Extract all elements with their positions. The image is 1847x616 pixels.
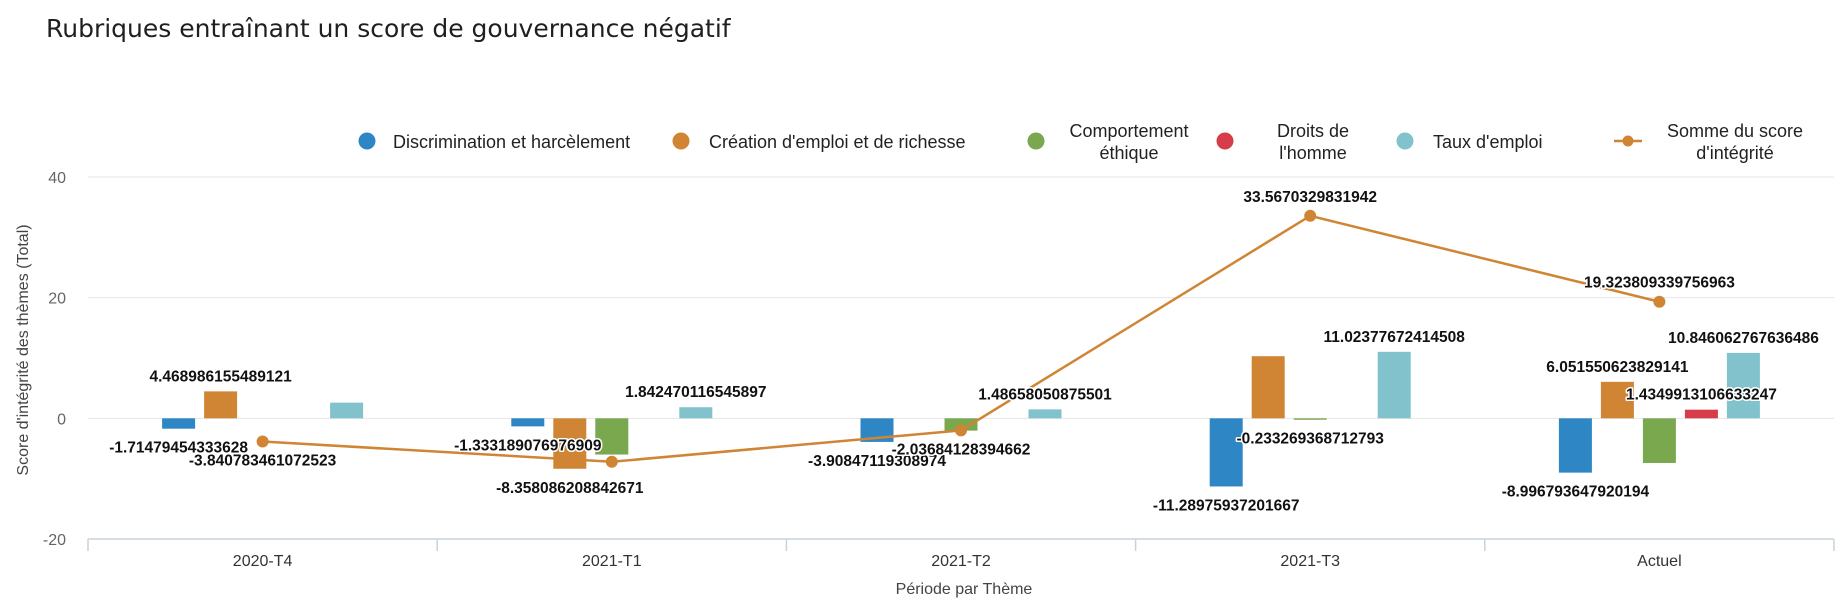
bar — [1726, 352, 1760, 419]
y-tick-label: 0 — [57, 411, 66, 428]
bar — [679, 407, 713, 419]
data-label: -8.358086208842671 — [496, 480, 644, 497]
legend-label: Droits de — [1277, 121, 1349, 141]
bar — [1558, 418, 1592, 473]
data-label: -11.28975937201667 — [1153, 497, 1300, 514]
legend-item: Droits del'homme — [1216, 121, 1349, 163]
bar — [1251, 356, 1285, 419]
bar — [595, 418, 629, 455]
chart-title: Rubriques entraînant un score de gouvern… — [46, 14, 731, 43]
legend-label: Somme du score — [1667, 121, 1803, 141]
bar — [511, 418, 545, 427]
bar — [162, 418, 196, 429]
x-axis-title: Période par Thème — [896, 581, 1033, 598]
bar — [1600, 381, 1634, 419]
data-label: -3.90847119308974 — [808, 453, 946, 470]
y-tick-labels: -20 0 20 40 — [43, 170, 66, 549]
bar — [1293, 418, 1327, 420]
legend-item: Création d'emploi et de richesse — [672, 132, 966, 152]
data-label: -3.840783461072523 — [189, 453, 337, 470]
data-label: 1.842470116545897 — [625, 384, 766, 401]
x-tick-label: 2021-T2 — [931, 553, 991, 570]
grid-lines — [88, 176, 1834, 419]
sum-line-point — [955, 424, 967, 437]
data-label: 6.051550623829141 — [1546, 359, 1689, 376]
legend-label: l'homme — [1279, 143, 1346, 163]
y-tick-label: 20 — [48, 291, 66, 308]
data-label: -1.333189076976909 — [454, 437, 602, 454]
data-labels: -1.71479454333628 -1.333189076976909 -3.90… — [108, 187, 1821, 516]
legend-marker-icon — [358, 132, 376, 150]
bar — [330, 402, 364, 419]
data-label: 1.4349913106633247 — [1626, 387, 1777, 404]
bar — [1377, 351, 1411, 419]
data-label: -2.03684128394662 — [892, 442, 1031, 459]
sum-line-point — [1304, 209, 1317, 222]
data-label: 10.846062767636486 — [1668, 330, 1819, 347]
x-tick-label: 2021-T3 — [1280, 553, 1340, 570]
legend-label: éthique — [1099, 143, 1158, 163]
bars — [162, 351, 1760, 487]
bar — [1028, 409, 1062, 419]
x-tick-label: Actuel — [1637, 553, 1681, 570]
legend-label: Comportement — [1069, 121, 1188, 141]
y-tick-label: 40 — [48, 170, 66, 187]
y-tick-label: -20 — [43, 532, 66, 549]
legend: Discrimination et harcèlement Création d'… — [358, 121, 1803, 163]
data-label: 33.5670329831942 — [1243, 189, 1377, 206]
data-label: 19.323809339756963 — [1584, 275, 1735, 292]
sum-line-point — [256, 435, 269, 448]
bar — [1684, 409, 1718, 419]
legend-marker-icon — [1027, 132, 1045, 150]
x-tick-label: 2020-T4 — [233, 553, 293, 570]
bar — [204, 391, 238, 419]
legend-marker-icon — [1622, 135, 1634, 147]
legend-marker-icon — [672, 132, 690, 150]
legend-marker-icon — [1396, 132, 1414, 150]
data-label: -8.996793647920194 — [1502, 484, 1650, 501]
bar — [1209, 418, 1243, 487]
legend-label: Taux d'emploi — [1433, 132, 1543, 152]
legend-label: Création d'emploi et de richesse — [709, 132, 966, 152]
data-label: 4.468986155489121 — [149, 368, 292, 385]
sum-line — [256, 209, 1666, 468]
bar — [1642, 418, 1676, 463]
legend-label: Discrimination et harcèlement — [393, 132, 630, 152]
legend-item: Taux d'emploi — [1396, 132, 1543, 152]
legend-item: Discrimination et harcèlement — [358, 132, 630, 152]
data-label: -0.233269368712793 — [1236, 431, 1384, 448]
legend-label: d'intégrité — [1696, 143, 1773, 163]
sum-line-point — [605, 455, 618, 468]
x-tick-label: 2021-T1 — [582, 553, 642, 570]
sum-line-point — [1653, 295, 1666, 308]
x-axis: 2020-T4 2021-T1 2021-T2 2021-T3 Actuel — [87, 538, 1835, 570]
legend-marker-icon — [1216, 132, 1234, 150]
y-axis-title: Score d'intégrité des thèmes (Total) — [15, 224, 32, 475]
data-label: 11.02377672414508 — [1324, 329, 1466, 346]
data-label: -1.71479454333628 — [109, 440, 248, 457]
data-label: 1.48658050875501 — [978, 386, 1112, 403]
